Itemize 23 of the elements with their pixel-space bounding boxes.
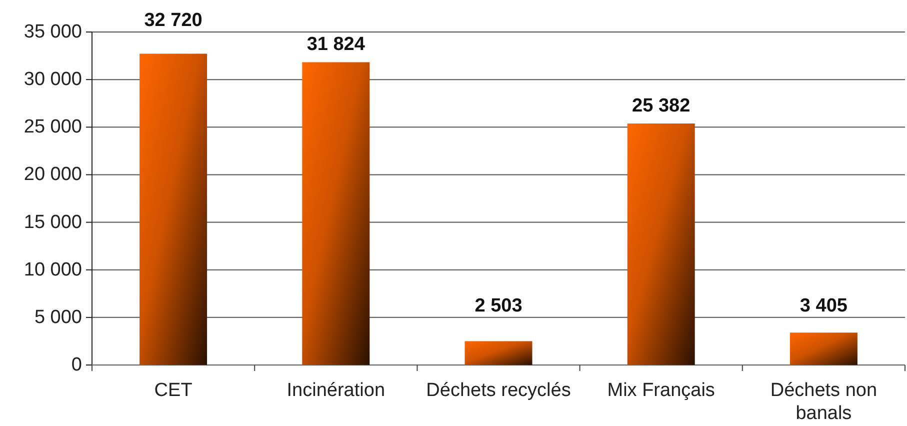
x-tick-label: Incinération — [286, 380, 386, 401]
y-tick-label: 20 000 — [24, 164, 82, 186]
y-tick-label: 10 000 — [24, 259, 82, 280]
data-label: 3 405 — [800, 295, 848, 316]
data-label: 31 824 — [306, 34, 366, 56]
x-tick-label: CET — [154, 380, 193, 401]
y-tick-label: 15 000 — [24, 212, 82, 233]
y-tick-label: 30 000 — [24, 69, 82, 90]
x-tick-label: Mix Français — [607, 380, 715, 401]
bar — [302, 62, 370, 365]
bar — [464, 341, 532, 365]
y-tick-label: 0 — [71, 354, 82, 376]
data-label: 2 503 — [474, 295, 522, 316]
bar — [790, 332, 858, 365]
y-tick-label: 5 000 — [34, 306, 82, 328]
data-label: 25 382 — [632, 96, 690, 117]
data-label: 32 720 — [144, 10, 202, 31]
bar — [627, 124, 695, 365]
y-tick-label: 25 000 — [24, 116, 82, 138]
bar — [140, 54, 208, 365]
y-tick-label: 35 000 — [24, 22, 82, 42]
x-tick-label: Déchets non banals — [770, 380, 878, 424]
x-tick-label: Déchets recyclés — [426, 380, 571, 401]
